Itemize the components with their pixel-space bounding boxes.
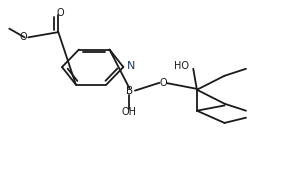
Text: OH: OH <box>122 107 137 117</box>
Text: O: O <box>20 32 27 42</box>
Text: HO: HO <box>174 61 188 71</box>
Text: B: B <box>126 86 133 96</box>
Text: O: O <box>159 78 167 88</box>
Text: O: O <box>56 8 64 18</box>
Text: N: N <box>127 61 136 71</box>
